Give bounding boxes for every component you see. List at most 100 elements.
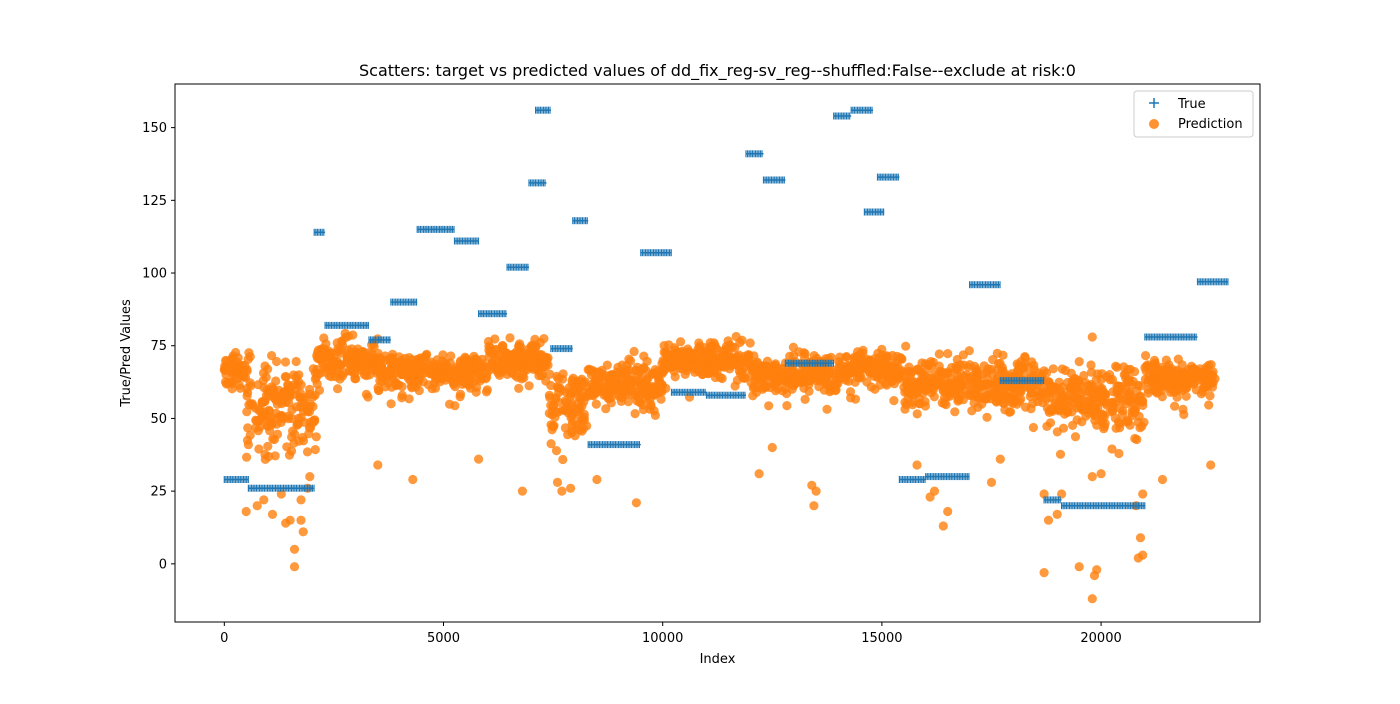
prediction-point	[1098, 386, 1108, 396]
prediction-point	[285, 515, 295, 525]
prediction-point	[1122, 390, 1133, 400]
prediction-point	[1157, 474, 1168, 485]
prediction-point	[516, 343, 526, 353]
prediction-point	[1000, 405, 1010, 415]
prediction-point	[221, 355, 231, 366]
prediction-point	[709, 338, 719, 348]
prediction-point	[284, 398, 294, 408]
prediction-point	[1077, 417, 1087, 427]
prediction-point	[746, 378, 756, 388]
prediction-point	[754, 469, 764, 479]
prediction-point	[1057, 364, 1067, 374]
prediction-point	[672, 359, 682, 369]
y-tick-label: 100	[142, 267, 167, 282]
prediction-point	[846, 367, 856, 377]
prediction-point	[1141, 351, 1151, 361]
prediction-point	[941, 368, 951, 378]
prediction-point	[964, 346, 974, 356]
legend-prediction-marker	[1149, 119, 1159, 129]
prediction-point	[952, 370, 962, 380]
prediction-point	[1042, 421, 1052, 431]
prediction-point	[716, 352, 726, 362]
prediction-point	[645, 404, 655, 414]
prediction-point	[1170, 401, 1180, 411]
prediction-point	[473, 369, 483, 379]
prediction-point	[294, 436, 304, 446]
prediction-point	[1074, 375, 1084, 386]
prediction-point	[782, 401, 792, 411]
prediction-point	[745, 338, 755, 348]
prediction-point	[601, 404, 611, 414]
prediction-point	[1152, 374, 1162, 384]
prediction-point	[289, 562, 300, 572]
prediction-point	[515, 355, 525, 365]
prediction-point	[1092, 565, 1102, 575]
prediction-point	[253, 380, 263, 390]
y-axis-label: True/Pred Values	[119, 299, 134, 408]
prediction-point	[305, 384, 315, 394]
prediction-point	[967, 406, 977, 416]
prediction-point	[1167, 373, 1177, 383]
prediction-point	[242, 364, 252, 374]
prediction-point	[258, 368, 269, 378]
prediction-point	[664, 340, 674, 350]
prediction-point	[548, 406, 558, 416]
prediction-point	[457, 363, 468, 373]
prediction-point	[1180, 381, 1190, 391]
prediction-point	[517, 486, 528, 496]
prediction-point	[245, 399, 256, 409]
prediction-point	[772, 365, 782, 375]
prediction-point	[1097, 417, 1107, 427]
true-points-layer	[223, 106, 1229, 510]
prediction-point	[455, 389, 466, 399]
prediction-point	[749, 351, 759, 361]
prediction-point	[900, 404, 910, 414]
x-tick-label: 20000	[1080, 631, 1121, 646]
prediction-point	[629, 346, 639, 357]
prediction-point	[482, 385, 492, 395]
prediction-point	[575, 404, 585, 414]
prediction-point	[314, 354, 324, 364]
prediction-point	[484, 352, 494, 362]
prediction-point	[650, 365, 660, 375]
prediction-point	[333, 368, 343, 378]
legend-true-label: True	[1177, 97, 1206, 112]
prediction-point	[392, 379, 402, 390]
prediction-point	[1130, 433, 1140, 444]
prediction-point	[524, 381, 534, 391]
prediction-point	[514, 383, 524, 393]
prediction-point	[490, 334, 500, 344]
prediction-point	[1055, 449, 1066, 459]
prediction-point	[232, 358, 242, 368]
prediction-point	[1114, 448, 1124, 459]
prediction-point	[446, 351, 456, 361]
legend-prediction-label: Prediction	[1178, 117, 1243, 132]
prediction-point	[786, 366, 796, 376]
prediction-point	[841, 352, 852, 362]
prediction-point	[916, 377, 926, 387]
prediction-point	[661, 361, 671, 372]
prediction-point	[498, 343, 508, 354]
prediction-point	[427, 384, 437, 394]
prediction-point	[737, 357, 748, 367]
prediction-point	[1047, 404, 1057, 414]
prediction-point	[1183, 370, 1193, 380]
prediction-point	[363, 392, 373, 402]
prediction-point	[727, 342, 737, 352]
prediction-point	[814, 363, 824, 373]
prediction-point	[756, 363, 766, 373]
prediction-point	[253, 426, 263, 436]
prediction-point	[953, 396, 963, 406]
prediction-point	[1201, 362, 1211, 373]
prediction-point	[235, 383, 245, 393]
prediction-point	[1016, 394, 1026, 404]
prediction-point	[293, 377, 304, 387]
prediction-point	[450, 401, 460, 411]
prediction-point	[400, 365, 410, 375]
prediction-point	[220, 377, 231, 387]
prediction-point	[1159, 365, 1169, 375]
prediction-point	[552, 477, 563, 487]
prediction-point	[998, 366, 1008, 376]
prediction-point	[373, 460, 383, 470]
prediction-point	[576, 393, 586, 403]
